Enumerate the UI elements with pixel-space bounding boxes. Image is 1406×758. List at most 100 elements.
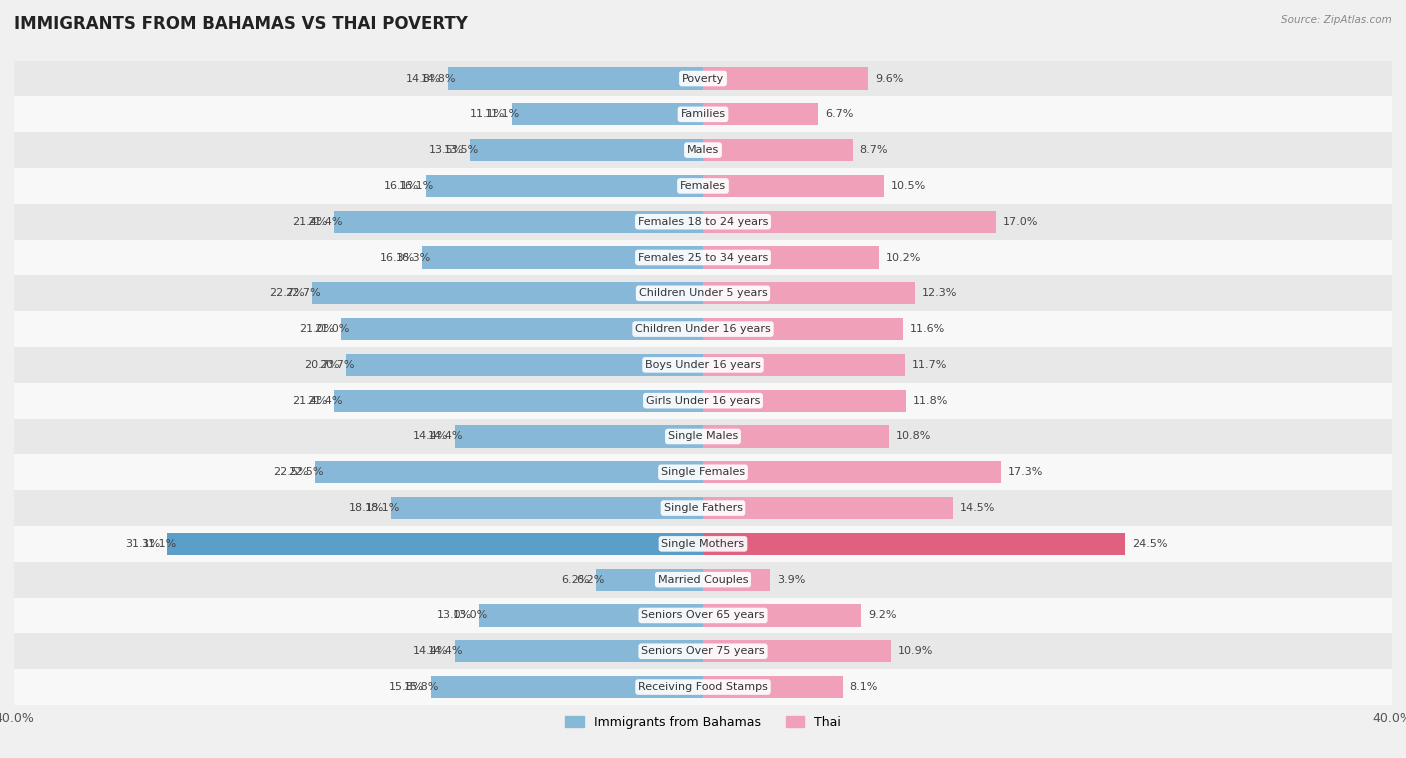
Bar	[14, 347, 1392, 383]
Text: IMMIGRANTS FROM BAHAMAS VS THAI POVERTY: IMMIGRANTS FROM BAHAMAS VS THAI POVERTY	[14, 15, 468, 33]
Text: Seniors Over 65 years: Seniors Over 65 years	[641, 610, 765, 621]
Text: 11.8%: 11.8%	[912, 396, 949, 406]
Text: 10.2%: 10.2%	[886, 252, 921, 262]
Text: Girls Under 16 years: Girls Under 16 years	[645, 396, 761, 406]
Bar	[430, 676, 703, 698]
Text: 15.8%: 15.8%	[388, 682, 425, 692]
Text: 22.7%: 22.7%	[285, 288, 321, 299]
Text: 10.5%: 10.5%	[891, 181, 927, 191]
Text: 8.1%: 8.1%	[849, 682, 877, 692]
Bar	[703, 604, 862, 627]
Text: Single Mothers: Single Mothers	[661, 539, 745, 549]
Bar	[14, 562, 1392, 597]
Text: Single Fathers: Single Fathers	[664, 503, 742, 513]
Bar	[471, 139, 703, 161]
Bar	[14, 669, 1392, 705]
Bar	[703, 318, 903, 340]
Text: 21.4%: 21.4%	[292, 396, 328, 406]
Text: Children Under 5 years: Children Under 5 years	[638, 288, 768, 299]
Bar	[342, 318, 703, 340]
Text: Females: Females	[681, 181, 725, 191]
Text: 21.0%: 21.0%	[299, 324, 335, 334]
Bar	[703, 139, 853, 161]
Text: Single Males: Single Males	[668, 431, 738, 441]
Text: Source: ZipAtlas.com: Source: ZipAtlas.com	[1281, 15, 1392, 25]
Text: 13.0%: 13.0%	[453, 610, 488, 621]
Text: Families: Families	[681, 109, 725, 119]
Bar	[14, 168, 1392, 204]
Bar	[335, 390, 703, 412]
Bar	[14, 204, 1392, 240]
Text: 13.5%: 13.5%	[429, 145, 464, 155]
Bar	[335, 211, 703, 233]
Bar	[426, 175, 703, 197]
Bar	[703, 568, 770, 590]
Text: 16.1%: 16.1%	[384, 181, 419, 191]
Text: 11.1%: 11.1%	[470, 109, 505, 119]
Text: 24.5%: 24.5%	[1132, 539, 1167, 549]
Bar	[703, 461, 1001, 484]
Text: 17.3%: 17.3%	[1008, 467, 1043, 478]
Bar	[449, 67, 703, 89]
Text: 9.2%: 9.2%	[869, 610, 897, 621]
Text: 16.1%: 16.1%	[399, 181, 434, 191]
Text: 14.8%: 14.8%	[422, 74, 457, 83]
Bar	[422, 246, 703, 268]
Bar	[703, 390, 907, 412]
Bar	[703, 246, 879, 268]
Bar	[703, 175, 884, 197]
Text: 16.3%: 16.3%	[395, 252, 430, 262]
Text: 21.4%: 21.4%	[292, 217, 328, 227]
Legend: Immigrants from Bahamas, Thai: Immigrants from Bahamas, Thai	[560, 711, 846, 735]
Text: 18.1%: 18.1%	[349, 503, 384, 513]
Text: 10.9%: 10.9%	[897, 647, 934, 656]
Text: 14.4%: 14.4%	[412, 647, 449, 656]
Text: Females 18 to 24 years: Females 18 to 24 years	[638, 217, 768, 227]
Bar	[512, 103, 703, 125]
Bar	[703, 425, 889, 447]
Text: 21.4%: 21.4%	[308, 217, 343, 227]
Text: Married Couples: Married Couples	[658, 575, 748, 584]
Bar	[14, 312, 1392, 347]
Text: 3.9%: 3.9%	[778, 575, 806, 584]
Bar	[14, 634, 1392, 669]
Bar	[312, 282, 703, 305]
Bar	[14, 490, 1392, 526]
Text: Single Females: Single Females	[661, 467, 745, 478]
Text: Females 25 to 34 years: Females 25 to 34 years	[638, 252, 768, 262]
Text: 14.8%: 14.8%	[406, 74, 441, 83]
Text: Poverty: Poverty	[682, 74, 724, 83]
Text: 17.0%: 17.0%	[1002, 217, 1038, 227]
Bar	[703, 67, 869, 89]
Text: 22.7%: 22.7%	[270, 288, 305, 299]
Bar	[315, 461, 703, 484]
Bar	[14, 597, 1392, 634]
Bar	[703, 641, 891, 662]
Bar	[703, 354, 904, 376]
Text: 21.0%: 21.0%	[315, 324, 350, 334]
Text: 14.4%: 14.4%	[427, 647, 464, 656]
Text: 6.2%: 6.2%	[576, 575, 605, 584]
Text: 20.7%: 20.7%	[319, 360, 356, 370]
Text: 20.7%: 20.7%	[304, 360, 340, 370]
Bar	[703, 211, 995, 233]
Text: 10.8%: 10.8%	[896, 431, 931, 441]
Text: Receiving Food Stamps: Receiving Food Stamps	[638, 682, 768, 692]
Bar	[391, 497, 703, 519]
Text: 6.2%: 6.2%	[561, 575, 589, 584]
Text: Seniors Over 75 years: Seniors Over 75 years	[641, 647, 765, 656]
Text: 12.3%: 12.3%	[922, 288, 957, 299]
Bar	[14, 454, 1392, 490]
Text: 11.1%: 11.1%	[485, 109, 520, 119]
Bar	[703, 533, 1125, 555]
Text: Males: Males	[688, 145, 718, 155]
Text: 6.7%: 6.7%	[825, 109, 853, 119]
Text: 14.4%: 14.4%	[412, 431, 449, 441]
Bar	[703, 282, 915, 305]
Bar	[14, 275, 1392, 312]
Text: 11.6%: 11.6%	[910, 324, 945, 334]
Bar	[703, 103, 818, 125]
Text: 9.6%: 9.6%	[875, 74, 904, 83]
Text: 14.5%: 14.5%	[960, 503, 995, 513]
Text: Children Under 16 years: Children Under 16 years	[636, 324, 770, 334]
